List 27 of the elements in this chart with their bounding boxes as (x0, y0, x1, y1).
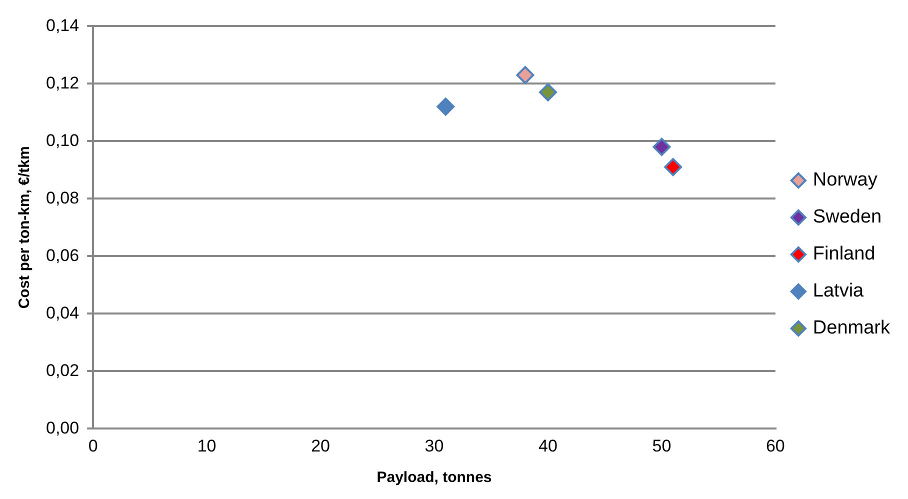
y-tick-label: 0,00 (46, 418, 80, 438)
y-tick-label: 0,06 (46, 246, 80, 265)
y-tick-label: 0,02 (46, 360, 80, 380)
y-tick-label: 0,10 (46, 130, 80, 150)
point (652, 138, 671, 156)
x-tick-label: 50 (652, 436, 672, 456)
x-axis-title: Payload, tonnes (376, 469, 492, 486)
x-tick-label: 10 (197, 436, 216, 456)
x-tick-label: 30 (424, 436, 444, 456)
legend-label: Sweden (812, 206, 882, 228)
y-tick-label: 0,12 (46, 73, 80, 92)
x-tick-label: 20 (311, 436, 330, 456)
legend-label: Denmark (812, 318, 890, 339)
x-tick-label: 40 (538, 436, 558, 456)
legend-label: Norway (812, 170, 878, 191)
point (516, 66, 534, 84)
point (664, 158, 682, 176)
y-tick-label: 0,08 (46, 188, 80, 208)
legend-label: Finland (812, 244, 876, 265)
x-tick-label: 60 (766, 436, 785, 456)
y-tick-label: 0,04 (46, 303, 80, 322)
legend-label: Latvia (812, 280, 864, 302)
point (538, 83, 557, 102)
x-tick-label: 0 (88, 436, 98, 456)
y-axis-title: Cost per ton-km, €/tkm (16, 146, 34, 309)
y-tick-label: 0,14 (46, 16, 80, 35)
point (436, 98, 455, 116)
